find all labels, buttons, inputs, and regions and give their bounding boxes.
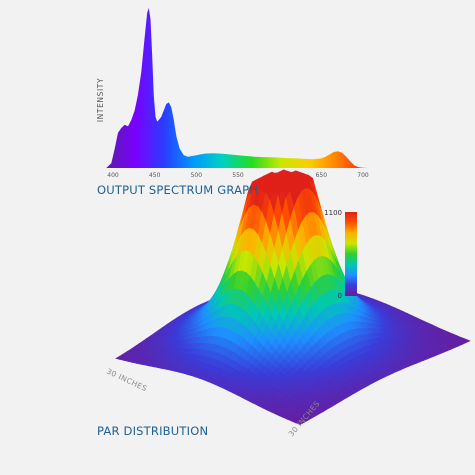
- x-tick-label: 450: [149, 172, 161, 179]
- x-tick-label: 500: [191, 172, 203, 179]
- spectrum-chart: INTENSITY 400450500550600650700: [96, 8, 369, 179]
- x-tick-label: 650: [316, 172, 328, 179]
- par-left-axis-label: 30 INCHES: [105, 367, 148, 394]
- par-colorbar: 1100 0: [324, 209, 357, 300]
- y-axis-label: INTENSITY: [96, 78, 105, 122]
- x-axis-ticks: 400450500550600650700: [107, 172, 369, 179]
- colorbar-min-label: 0: [338, 292, 342, 300]
- spectrum-title: OUTPUT SPECTRUM GRAPH: [97, 183, 259, 197]
- par-distribution-title: PAR DISTRIBUTION: [97, 424, 209, 438]
- colorbar: [345, 212, 357, 296]
- spectrum-area: [106, 8, 369, 168]
- x-tick-label: 700: [357, 172, 369, 179]
- x-tick-label: 550: [232, 172, 244, 179]
- surface-cell: [295, 420, 305, 425]
- par-surface: [115, 168, 471, 425]
- colorbar-max-label: 1100: [324, 209, 342, 217]
- x-tick-label: 400: [107, 172, 119, 179]
